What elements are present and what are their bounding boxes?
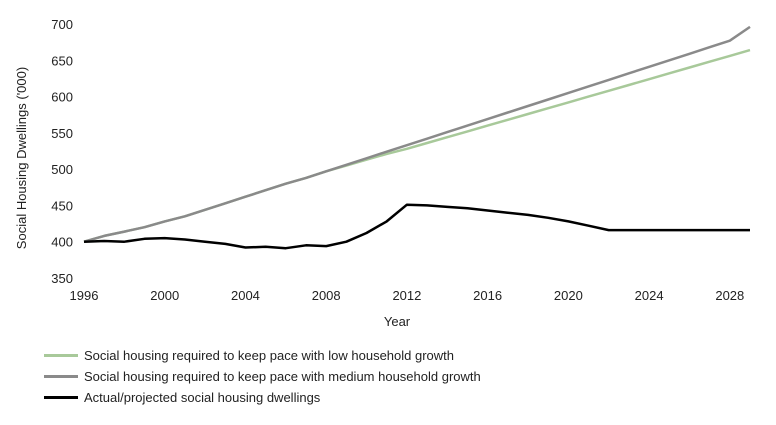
x-tick-label: 2024 bbox=[635, 288, 664, 303]
y-tick-label: 450 bbox=[51, 198, 73, 213]
legend-item-actual: Actual/projected social housing dwelling… bbox=[44, 387, 481, 408]
y-tick-label: 550 bbox=[51, 126, 73, 141]
x-tick-label: 2008 bbox=[312, 288, 341, 303]
legend-swatch-medium-growth bbox=[44, 375, 78, 378]
legend-item-medium-growth: Social housing required to keep pace wit… bbox=[44, 366, 481, 387]
x-tick-label: 2028 bbox=[715, 288, 744, 303]
line-chart: 350 400 450 500 550 600 650 700 1996 2000 2004 200… bbox=[14, 17, 751, 329]
series-line-2 bbox=[83, 203, 750, 250]
x-tick-label: 2012 bbox=[392, 288, 421, 303]
y-axis-title: Social Housing Dwellings ('000) bbox=[14, 67, 29, 249]
x-tick-label: 2016 bbox=[473, 288, 502, 303]
y-tick-label: 500 bbox=[51, 162, 73, 177]
x-axis-title: Year bbox=[384, 314, 411, 329]
x-tick-label: 2020 bbox=[554, 288, 583, 303]
series-lines bbox=[83, 25, 751, 250]
series-line-1 bbox=[83, 25, 751, 243]
legend-swatch-actual bbox=[44, 396, 78, 399]
y-tick-label: 350 bbox=[51, 271, 73, 286]
legend-item-low-growth: Social housing required to keep pace wit… bbox=[44, 345, 481, 366]
x-tick-label: 2004 bbox=[231, 288, 260, 303]
y-axis: 350 400 450 500 550 600 650 700 bbox=[51, 17, 73, 286]
legend-label-medium-growth: Social housing required to keep pace wit… bbox=[84, 369, 481, 384]
series-line-0 bbox=[83, 48, 751, 243]
x-axis: 1996 2000 2004 2008 2012 2016 2020 2024 2028 bbox=[70, 288, 745, 303]
legend-label-low-growth: Social housing required to keep pace wit… bbox=[84, 348, 455, 363]
legend-swatch-low-growth bbox=[44, 354, 78, 357]
x-tick-label: 1996 bbox=[70, 288, 99, 303]
y-tick-label: 400 bbox=[51, 235, 73, 250]
legend: Social housing required to keep pace wit… bbox=[44, 345, 481, 408]
legend-label-actual: Actual/projected social housing dwelling… bbox=[84, 390, 321, 405]
y-tick-label: 700 bbox=[51, 17, 73, 32]
x-tick-label: 2000 bbox=[150, 288, 179, 303]
y-tick-label: 650 bbox=[51, 53, 73, 68]
y-tick-label: 600 bbox=[51, 90, 73, 105]
